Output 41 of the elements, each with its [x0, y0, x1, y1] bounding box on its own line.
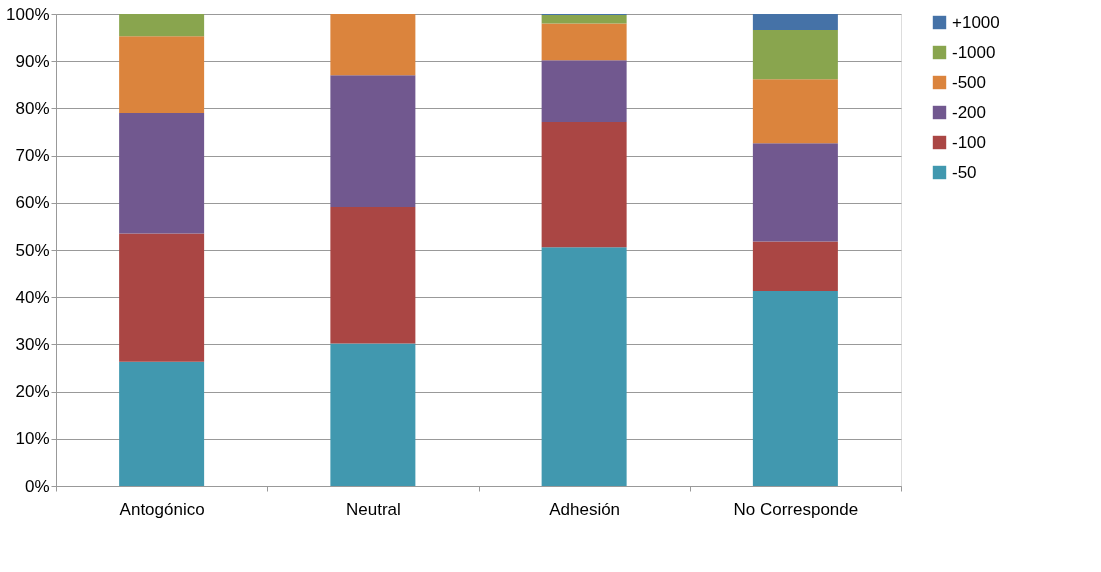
x-tick-label: Neutral [345, 499, 401, 519]
y-tick-label: 40% [15, 287, 50, 307]
y-tick-label: 80% [15, 98, 50, 118]
y-tick-label: 60% [15, 193, 50, 213]
bar [752, 79, 838, 144]
bar [119, 36, 205, 114]
bar [541, 247, 627, 486]
x-tick-label: No Corresponde [733, 499, 859, 519]
bar [330, 343, 416, 486]
y-tick-label: 30% [15, 334, 50, 354]
y-tick-label: 0% [24, 476, 50, 496]
x-tick-label: Adhesión [549, 499, 621, 519]
bar [752, 291, 838, 486]
bar [752, 241, 838, 292]
legend-label: -1000 [952, 42, 996, 62]
bar [752, 143, 838, 242]
x-tick-label: Antogónico [119, 499, 205, 519]
bar [330, 75, 416, 208]
bar [541, 60, 627, 123]
legend-label: -200 [952, 102, 987, 122]
y-tick-label: 70% [15, 146, 50, 166]
y-tick-label: 10% [15, 429, 50, 449]
legend-label: -100 [952, 132, 987, 152]
bar [541, 122, 627, 248]
bar [541, 23, 627, 61]
bar [330, 207, 416, 344]
y-tick-label: 50% [15, 240, 50, 260]
legend-label: -50 [952, 162, 977, 182]
bar [119, 113, 205, 234]
bar [330, 14, 416, 76]
bar [119, 233, 205, 362]
bar [752, 30, 838, 80]
y-tick-label: 20% [15, 382, 50, 402]
y-tick-label: 100% [6, 4, 50, 24]
y-tick-label: 90% [15, 51, 50, 71]
bar [541, 14, 627, 24]
legend-label: -500 [952, 72, 987, 92]
bar [752, 14, 838, 31]
bar [119, 361, 205, 486]
bar [119, 14, 205, 37]
legend-label: +1000 [952, 12, 1000, 32]
